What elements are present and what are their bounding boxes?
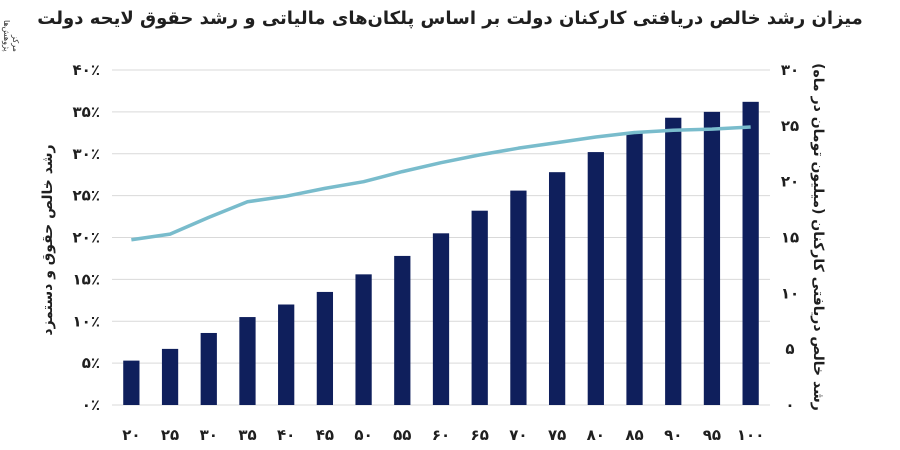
left-tick-label: ۳۵٪ xyxy=(73,103,100,121)
x-tick-label: ۶۵ xyxy=(471,426,489,444)
x-tick-label: ۵۰ xyxy=(354,426,372,444)
left-tick-label: ۱۰٪ xyxy=(73,312,100,330)
left-tick-label: ۴۰٪ xyxy=(73,61,100,79)
chart-title: میزان رشد خالص دریافتی کارکنان دولت بر ا… xyxy=(37,8,863,29)
x-tick-label: ۳۰ xyxy=(200,426,218,444)
bar xyxy=(742,101,759,405)
right-axis-label: رشد خالص دریافتی کارکنان (میلیون تومان د… xyxy=(810,63,826,411)
x-tick-label: ۲۵ xyxy=(161,426,179,444)
left-tick-label: ۱۵٪ xyxy=(73,270,100,288)
bar xyxy=(239,317,256,405)
bar xyxy=(587,152,604,405)
x-tick-label: ۸۰ xyxy=(587,426,605,444)
bar xyxy=(161,348,179,405)
x-tick-label: ۴۵ xyxy=(316,426,334,444)
gridlines xyxy=(112,69,770,406)
x-tick-label: ۳۵ xyxy=(238,426,256,444)
x-axis-ticks: ۲۰ ۲۵ ۳۰ ۳۵ ۴۰ ۴۵ ۵۰ ۵۵ ۶۰ ۶۵ ۷۰ ۷۵ ۸۰ ۸۵ ۹۰ ۹۵ ۱۰۰ xyxy=(122,426,764,444)
right-axis-ticks: ۰ ۵ ۱۰ ۱۵ ۲۰ ۲۵ ۳۰ xyxy=(781,61,799,414)
right-tick-label: ۲۵ xyxy=(781,117,799,135)
bar xyxy=(394,255,411,405)
line-path xyxy=(131,125,751,242)
left-axis-ticks: ۰٪ ۵٪ ۱۰٪ ۱۵٪ ۲۰٪ ۲۵٪ ۳۰٪ ۳۵٪ ۴۰٪ xyxy=(73,61,100,414)
publisher-watermark: مرکز پژوهش‌ها xyxy=(2,20,20,52)
bar xyxy=(200,332,217,405)
bar xyxy=(316,291,334,405)
left-tick-label: ۲۰٪ xyxy=(73,229,100,247)
right-tick-label: ۵ xyxy=(785,340,794,358)
right-tick-label: ۰ xyxy=(785,396,794,414)
x-tick-label: ۸۵ xyxy=(625,426,643,444)
left-tick-label: ۵٪ xyxy=(82,354,100,372)
x-tick-label: ۴۰ xyxy=(277,426,295,444)
bar xyxy=(471,210,488,405)
bar xyxy=(548,172,566,405)
bar xyxy=(626,132,643,405)
right-tick-label: ۳۰ xyxy=(781,61,799,79)
x-tick-label: ۶۰ xyxy=(432,426,450,444)
left-tick-label: ۲۵٪ xyxy=(73,187,100,205)
bar xyxy=(510,190,527,405)
bar xyxy=(703,111,721,405)
bar xyxy=(665,117,682,406)
bar-series xyxy=(123,101,759,406)
bar xyxy=(278,304,295,405)
left-axis-label: رشد خالص حقوق و دستمزد xyxy=(40,144,56,335)
bar xyxy=(355,274,372,405)
x-tick-label: ۱۰۰ xyxy=(737,426,764,444)
x-tick-label: ۹۵ xyxy=(703,426,721,444)
line-series xyxy=(131,125,751,242)
right-tick-label: ۲۰ xyxy=(781,173,799,191)
left-tick-label: ۳۰٪ xyxy=(73,145,100,163)
bar xyxy=(123,360,140,405)
x-tick-label: ۵۵ xyxy=(393,426,411,444)
x-tick-label: ۲۰ xyxy=(122,426,140,444)
x-tick-label: ۷۵ xyxy=(548,426,566,444)
left-tick-label: ۰٪ xyxy=(82,396,100,414)
right-tick-label: ۱۵ xyxy=(781,229,799,247)
right-tick-label: ۱۰ xyxy=(781,284,799,302)
x-tick-label: ۷۰ xyxy=(509,426,527,444)
x-tick-label: ۹۰ xyxy=(664,426,682,444)
bar xyxy=(432,233,450,405)
